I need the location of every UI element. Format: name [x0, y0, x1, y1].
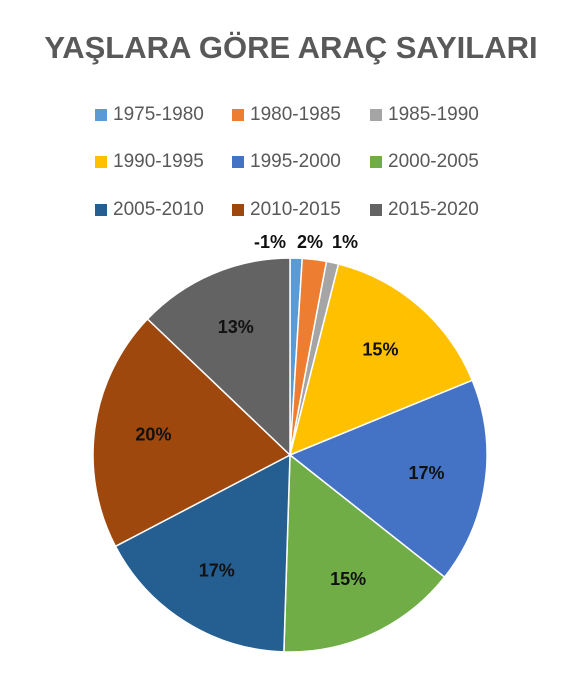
legend-label: 1990-1995 [113, 151, 204, 172]
chart-title: YAŞLARA GÖRE ARAÇ SAYILARI [44, 30, 537, 65]
legend-swatch [95, 109, 107, 121]
value-label: 15% [330, 569, 366, 589]
legend-swatch [370, 109, 382, 121]
value-label: -1% [254, 232, 286, 252]
pie-slice [92, 317, 292, 548]
legend-label: 2000-2005 [388, 151, 479, 172]
legend-label: 2015-2020 [388, 199, 479, 220]
pie-slice [288, 379, 488, 579]
legend-swatch [232, 204, 244, 216]
legend-label: 2010-2015 [250, 199, 341, 220]
pie-slice [146, 257, 291, 457]
pie-slice [114, 453, 291, 653]
value-label: 20% [135, 425, 171, 445]
legend-swatch [232, 109, 244, 121]
value-label: 1% [332, 232, 358, 252]
legend-swatch [370, 156, 382, 168]
legend-label: 1980-1985 [250, 104, 341, 125]
pie-slice [283, 453, 446, 653]
pie-slice [288, 263, 474, 457]
legend-label: 1985-1990 [388, 104, 479, 125]
legend-label: 1995-2000 [250, 151, 341, 172]
legend-label: 2005-2010 [113, 199, 204, 220]
value-label: 13% [218, 317, 254, 337]
value-label: 15% [362, 340, 398, 360]
legend-swatch [95, 204, 107, 216]
value-label: 17% [409, 463, 445, 483]
legend-swatch [232, 156, 244, 168]
value-label: 17% [199, 561, 235, 581]
legend-swatch [95, 156, 107, 168]
value-label: 2% [297, 232, 323, 252]
legend-swatch [370, 204, 382, 216]
legend-label: 1975-1980 [113, 104, 204, 125]
